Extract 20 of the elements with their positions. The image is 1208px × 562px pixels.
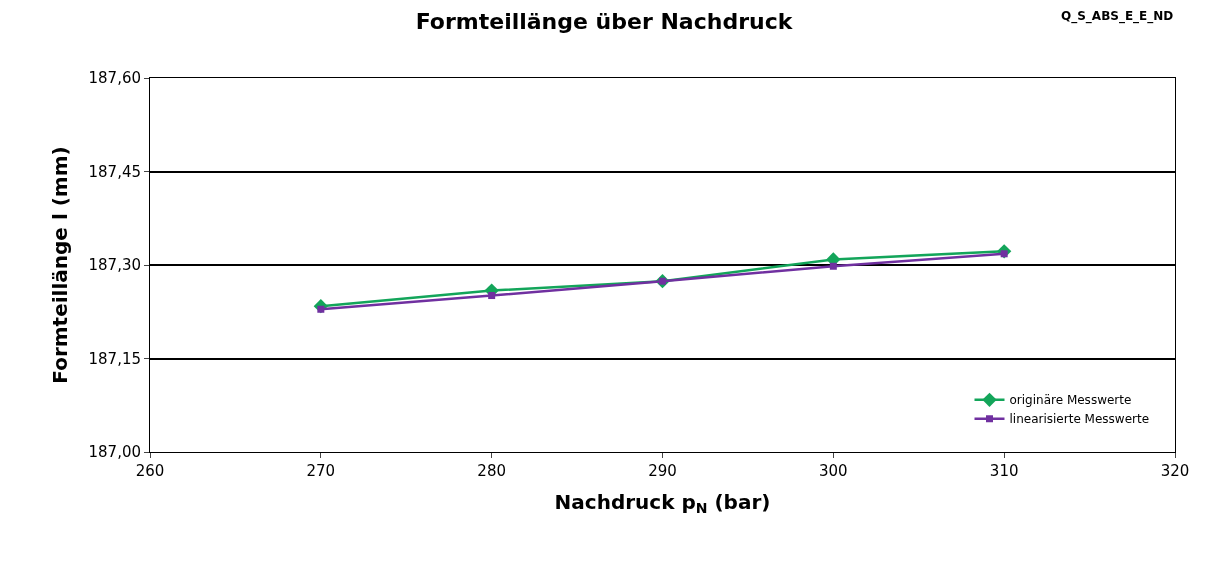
x-tick-label: 310 [989,462,1019,480]
y-axis-title: Formteillänge l (mm) [48,146,72,384]
y-tick-label: 187,15 [88,349,141,368]
x-tick-label: 280 [477,462,506,480]
point [829,262,837,270]
x-axis-title: Nachdruck p$_{N}$ (bar) [554,489,771,516]
x-tick-label: 300 [819,462,848,480]
y-tick-label: 187,30 [88,256,141,275]
text: Q_S_ABS_E_E_ND [1061,9,1174,24]
x-tick-label: 320 [1160,462,1190,480]
x-tick-label: 270 [306,462,336,480]
x-tick-label: 290 [648,462,677,480]
point [488,292,496,300]
legend-label: linearisierte Messwerte [1009,412,1150,427]
chart-title: Formteillänge über Nachdruck [415,9,794,35]
y-tick-label: 187,60 [88,69,141,88]
x-tick-label: 260 [135,462,165,480]
y-tick-label: 187,45 [88,162,141,181]
y-tick-label: 187,00 [88,443,141,462]
legend-label: originäre Messwerte [1009,393,1132,408]
